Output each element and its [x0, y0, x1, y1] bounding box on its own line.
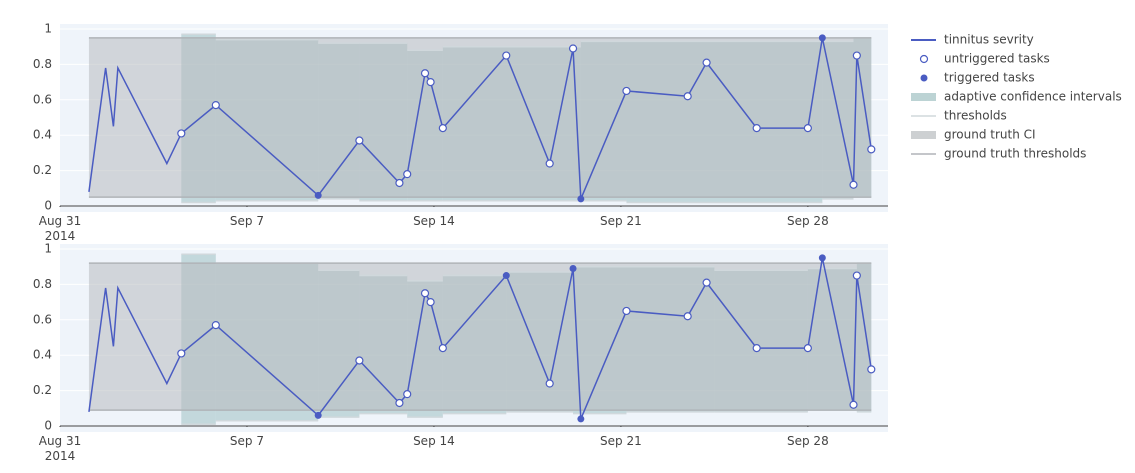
- untriggered-marker: [426, 298, 435, 307]
- y-tick-label: 1: [44, 22, 52, 36]
- untriggered-marker: [849, 180, 858, 189]
- legend-symbol: [919, 54, 929, 64]
- legend-label: untriggered tasks: [944, 52, 1050, 66]
- triggered-marker: [818, 34, 826, 42]
- y-tick-label: 1: [44, 242, 52, 256]
- untriggered-marker: [355, 136, 364, 145]
- untriggered-marker: [438, 344, 447, 353]
- untriggered-marker: [420, 289, 430, 298]
- untriggered-marker: [355, 356, 364, 365]
- untriggered-marker: [683, 312, 692, 321]
- y-tick-label: 0.4: [33, 128, 52, 142]
- untriggered-marker: [852, 271, 861, 280]
- untriggered-marker: [622, 306, 631, 316]
- untriggered-marker: [177, 129, 186, 138]
- legend-symbol: [911, 93, 936, 101]
- legend-symbol: [911, 131, 936, 139]
- y-tick-label: 0.4: [33, 348, 52, 362]
- x-tick-label: Sep 14: [413, 434, 455, 448]
- untriggered-marker: [426, 77, 435, 87]
- triggered-marker: [314, 411, 322, 419]
- untriggered-marker: [867, 365, 876, 374]
- untriggered-marker: [395, 398, 404, 408]
- legend-label: ground truth thresholds: [944, 147, 1086, 161]
- y-tick-label: 0.8: [33, 277, 52, 291]
- y-tick-label: 0: [44, 199, 52, 213]
- untriggered-marker: [803, 124, 812, 133]
- triggered-marker: [502, 272, 510, 280]
- untriggered-marker: [683, 92, 692, 101]
- x-tick-label: Aug 31 2014: [38, 434, 82, 463]
- y-tick-label: 0.2: [33, 163, 52, 177]
- untriggered-marker: [211, 101, 220, 110]
- untriggered-marker: [420, 69, 430, 78]
- x-tick-label: Sep 28: [787, 434, 829, 448]
- untriggered-marker: [438, 124, 447, 133]
- x-tick-label: Sep 21: [600, 434, 642, 448]
- untriggered-marker: [702, 278, 711, 287]
- untriggered-marker: [622, 86, 631, 96]
- triggered-marker: [314, 191, 322, 199]
- y-tick-label: 0.6: [33, 312, 52, 326]
- y-tick-label: 0.8: [33, 57, 52, 71]
- triggered-marker: [569, 264, 577, 272]
- triggered-marker: [818, 254, 826, 262]
- y-tick-label: 0: [44, 419, 52, 433]
- y-tick-label: 0.6: [33, 92, 52, 106]
- untriggered-marker: [545, 379, 554, 388]
- triggered-marker: [577, 195, 585, 203]
- untriggered-marker: [403, 170, 412, 179]
- untriggered-marker: [403, 390, 412, 399]
- untriggered-marker: [867, 145, 876, 154]
- legend-label: tinnitus sevrity: [944, 33, 1034, 47]
- untriggered-marker: [803, 344, 812, 353]
- untriggered-marker: [702, 58, 711, 67]
- y-tick-label: 0.2: [33, 383, 52, 397]
- x-tick-label: Sep 14: [413, 214, 455, 228]
- confidence-band: [88, 263, 872, 411]
- x-tick-label: Sep 21: [600, 214, 642, 228]
- legend-label: ground truth CI: [944, 128, 1036, 142]
- untriggered-marker: [752, 124, 761, 133]
- legend-label: triggered tasks: [944, 71, 1035, 85]
- x-tick-label: Sep 7: [229, 214, 264, 228]
- legend-symbol: [920, 74, 928, 82]
- confidence-band: [88, 37, 872, 198]
- legend-label: thresholds: [944, 109, 1007, 123]
- legend-label: adaptive confidence intervals: [944, 90, 1122, 104]
- untriggered-marker: [849, 400, 858, 409]
- untriggered-marker: [502, 51, 511, 60]
- untriggered-marker: [545, 159, 554, 168]
- x-tick-label: Sep 28: [787, 214, 829, 228]
- untriggered-marker: [568, 44, 578, 53]
- untriggered-marker: [211, 321, 220, 330]
- untriggered-marker: [852, 51, 861, 60]
- untriggered-marker: [395, 178, 404, 188]
- untriggered-marker: [752, 344, 761, 353]
- untriggered-marker: [177, 349, 186, 358]
- x-tick-label: Sep 7: [229, 434, 264, 448]
- triggered-marker: [577, 415, 585, 423]
- x-tick-label: Aug 31 2014: [38, 214, 82, 243]
